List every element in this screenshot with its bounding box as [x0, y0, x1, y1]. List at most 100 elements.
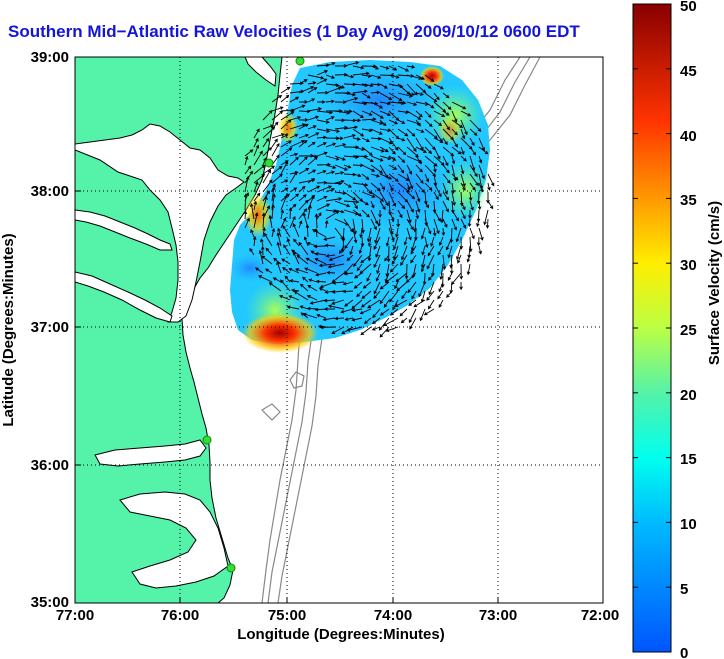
velocity-arrow: [415, 110, 423, 118]
velocity-arrow: [298, 156, 308, 166]
velocity-arrow: [262, 196, 268, 211]
velocity-arrow: [478, 146, 489, 155]
velocity-arrow: [361, 74, 372, 78]
velocity-arrow: [385, 236, 390, 247]
velocity-arrow: [424, 218, 432, 235]
velocity-arrow: [334, 179, 345, 184]
velocity-arrow: [459, 281, 463, 291]
velocity-arrow: [378, 209, 382, 219]
velocity-arrow: [372, 308, 381, 319]
velocity-arrow: [290, 288, 300, 293]
velocity-arrow: [280, 119, 292, 130]
velocity-arrow: [298, 86, 315, 94]
velocity-arrow: [324, 219, 329, 229]
velocity-arrow: [466, 254, 471, 263]
velocity-arrow: [433, 119, 443, 126]
velocity-arrow: [388, 155, 397, 161]
velocity-arrow: [354, 272, 363, 279]
velocity-arrow: [316, 128, 331, 133]
velocity-arrow: [487, 200, 494, 210]
velocity-arrow: [375, 272, 381, 282]
velocity-arrow: [280, 179, 289, 184]
velocity-arrow: [343, 97, 359, 103]
velocity-arrow: [346, 254, 354, 262]
x-tick-label: 73:00: [479, 607, 517, 624]
velocity-arrow: [313, 244, 327, 249]
velocity-arrow: [244, 170, 253, 184]
velocity-arrow: [316, 212, 322, 220]
velocity-arrow: [397, 173, 410, 181]
velocity-arrow: [397, 83, 411, 96]
velocity-arrow: [379, 281, 390, 290]
velocity-arrow: [433, 191, 439, 201]
y-tick-label: 38:00: [31, 183, 69, 200]
y-tick-label: 37:00: [31, 319, 69, 336]
velocity-arrow: [389, 263, 399, 273]
velocity-arrow: [249, 202, 255, 220]
velocity-arrow: [298, 133, 310, 139]
velocity-arrow: [253, 128, 260, 139]
velocity-arrow: [352, 137, 361, 141]
velocity-arrow: [451, 137, 458, 148]
velocity-arrow: [370, 110, 384, 119]
velocity-arrow: [415, 128, 425, 133]
velocity-arrow: [253, 192, 261, 202]
velocity-arrow: [328, 254, 345, 262]
velocity-arrow: [262, 190, 270, 202]
velocity-arrow: [366, 272, 372, 282]
velocity-arrow: [293, 291, 309, 301]
velocity-arrow: [298, 199, 309, 211]
green-circle-icon: [264, 158, 274, 168]
velocity-arrow: [415, 155, 422, 165]
velocity-arrow: [314, 258, 327, 265]
chesapeake-bay: [75, 123, 245, 323]
albemarle-sound: [94, 439, 207, 467]
velocity-arrow: [372, 317, 381, 325]
velocity-arrow: [353, 254, 363, 267]
velocity-arrow: [397, 182, 410, 193]
velocity-arrow: [413, 299, 426, 308]
velocity-arrow: [379, 92, 393, 100]
velocity-arrow: [469, 164, 478, 178]
velocity-arrow: [311, 229, 327, 238]
velocity-arrow: [282, 267, 291, 274]
velocity-arrow: [409, 317, 417, 330]
velocity-arrow: [343, 182, 352, 188]
velocity-arrow: [352, 118, 362, 123]
velocity-arrow: [252, 235, 257, 247]
velocity-arrow: [325, 197, 343, 202]
velocity-arrow: [378, 317, 390, 331]
title-container: Southern Mid−Atlantic Raw Velocities (1 …: [0, 0, 628, 46]
velocity-arrow: [262, 179, 273, 193]
velocity-arrow: [323, 236, 336, 241]
velocity-arrow: [307, 115, 320, 121]
velocity-arrow: [389, 290, 399, 303]
velocity-arrow: [293, 238, 300, 247]
velocity-arrow: [289, 116, 302, 121]
velocity-arrow: [334, 100, 347, 104]
velocity-arrow: [469, 119, 482, 132]
velocity-arrow: [478, 245, 483, 255]
velocity-arrow: [361, 209, 370, 218]
velocity-arrow: [373, 290, 381, 300]
velocity-arrow: [420, 227, 426, 240]
velocity-arrow: [415, 83, 427, 94]
velocity-arrow: [281, 258, 291, 265]
velocity-arrow: [280, 217, 287, 229]
velocity-arrow: [288, 295, 300, 301]
velocity-arrow: [379, 290, 390, 305]
velocity-arrow: [379, 101, 392, 106]
velocity-arrow: [318, 287, 327, 292]
velocity-arrow: [253, 137, 259, 148]
velocity-arrow: [273, 257, 282, 265]
velocity-arrow: [262, 110, 273, 121]
velocity-arrow: [391, 254, 399, 265]
velocity-arrow: [253, 173, 266, 184]
velocity-arrow: [427, 299, 435, 310]
velocity-arrow: [403, 236, 408, 246]
velocity-arrow: [460, 173, 466, 188]
velocity-arrow: [343, 109, 353, 114]
velocity-arrow: [440, 209, 444, 224]
velocity-arrow: [253, 150, 263, 166]
velocity-arrow: [379, 146, 389, 153]
